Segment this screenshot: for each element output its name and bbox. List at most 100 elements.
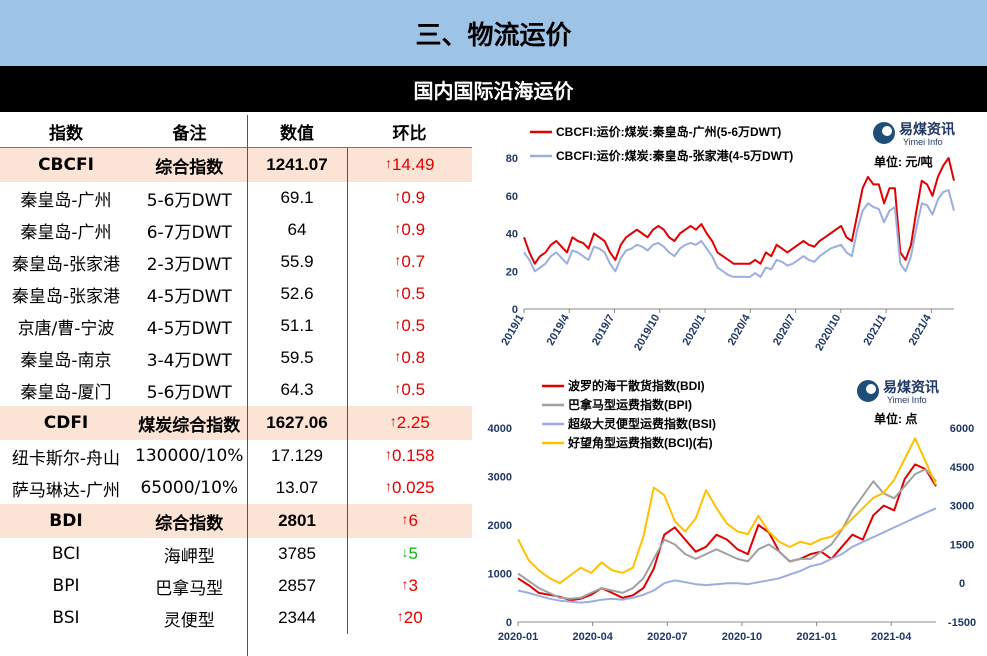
value-cell: 17.129 <box>246 440 347 472</box>
change-value: 0.5 <box>401 380 426 399</box>
change-value: 14.49 <box>391 155 435 174</box>
y-tick-label: 1000 <box>488 569 512 581</box>
x-tick-label: 2019/1 <box>499 313 526 348</box>
change-cell: ↑0.5 <box>346 278 472 310</box>
arrow-up-icon: ↑ <box>384 446 392 462</box>
logo-subtext: Yimei Info <box>903 137 943 147</box>
value-cell: 59.5 <box>246 342 347 374</box>
freight-table: 指数 备注 数值 环比 CBCFI 综合指数 1241.07 ↑14.49 秦皇岛-广州… <box>0 115 472 634</box>
y2-tick-label: 3000 <box>950 501 974 513</box>
table-row: 秦皇岛-广州 6-7万DWT 64 ↑0.9 <box>0 214 472 246</box>
value-cell: 1241.07 <box>246 147 347 182</box>
change-cell: ↑0.158 <box>346 440 472 472</box>
x-tick-label: 2020/10 <box>813 313 843 353</box>
legend-label: 波罗的海干散货指数(BDI) <box>568 378 705 393</box>
x-tick-label: 2020-10 <box>722 631 762 643</box>
index-name-cell: 秦皇岛-广州 <box>20 222 112 243</box>
y-tick-label: 0 <box>506 617 512 629</box>
legend-label: 超级大灵便型运费指数(BSI) <box>567 416 716 431</box>
y2-tick-label: 6000 <box>950 423 974 435</box>
note-cell: 综合指数 <box>132 147 247 182</box>
value-cell: 51.1 <box>246 310 347 342</box>
y-tick-label: 4000 <box>488 423 512 435</box>
series-line <box>517 507 937 604</box>
x-tick-label: 2019/7 <box>590 313 617 348</box>
y-tick-label: 3000 <box>488 472 512 484</box>
coastal-freight-chart: 0 20 40 60 80 2019/1 2019/4 2019/7 2019/10 2020/1… <box>499 121 955 353</box>
change-cell: ↑2.25 <box>346 406 472 440</box>
change-cell: ↑20 <box>346 602 472 634</box>
x-tick-label: 2020-04 <box>572 631 613 643</box>
change-cell: ↑0.7 <box>346 246 472 278</box>
value-cell: 13.07 <box>246 472 347 504</box>
legend-label: CBCFI:运价:煤炭:秦皇岛-张家港(4-5万DWT) <box>556 148 793 163</box>
column-header: 备注 <box>132 115 247 148</box>
logo-mark <box>866 384 876 394</box>
arrow-down-icon: ↓ <box>401 544 409 560</box>
table-header-row: 指数 备注 数值 环比 <box>0 115 472 148</box>
column-header: 数值 <box>247 115 347 148</box>
note-cell: 巴拿马型 <box>155 578 224 599</box>
table-body: CBCFI 综合指数 1241.07 ↑14.49 秦皇岛-广州 5-6万DWT 69.1 ↑… <box>0 147 472 634</box>
value-cell: 2801 <box>246 504 347 538</box>
change-cell: ↑14.49 <box>346 147 472 182</box>
change-value: 3 <box>408 576 418 595</box>
y-tick-label: 20 <box>506 266 518 278</box>
table-row: 秦皇岛-广州 5-6万DWT 69.1 ↑0.9 <box>0 182 472 214</box>
index-name-cell: 纽卡斯尔-舟山 <box>11 448 121 469</box>
index-name-cell: 京唐/曹-宁波 <box>17 318 115 339</box>
section-title: 国内国际沿海运价 <box>0 66 987 112</box>
series-line <box>517 463 937 602</box>
arrow-up-icon: ↑ <box>384 155 392 171</box>
note-cell: 灵便型 <box>163 610 215 631</box>
note-cell: 3-4万DWT <box>146 350 232 371</box>
arrow-up-icon: ↑ <box>389 413 397 429</box>
table-section-row: CBCFI 综合指数 1241.07 ↑14.49 <box>0 147 472 182</box>
arrow-up-icon: ↑ <box>394 220 402 236</box>
arrow-up-icon: ↑ <box>401 576 409 592</box>
x-tick-label: 2020/7 <box>771 313 798 348</box>
value-cell: 64.3 <box>246 374 347 406</box>
note-cell: 6-7万DWT <box>146 222 232 243</box>
change-cell: ↑3 <box>346 570 472 602</box>
change-cell: ↑6 <box>346 504 472 538</box>
arrow-up-icon: ↑ <box>394 252 402 268</box>
value-cell: 64 <box>246 214 347 246</box>
table-row: 秦皇岛-张家港 2-3万DWT 55.9 ↑0.7 <box>0 246 472 278</box>
change-value: 0.9 <box>401 188 426 207</box>
note-cell: 海岬型 <box>163 546 215 567</box>
table-divider <box>247 115 248 656</box>
arrow-up-icon: ↑ <box>394 188 402 204</box>
note-cell: 4-5万DWT <box>146 286 232 307</box>
change-cell: ↑0.025 <box>346 472 472 504</box>
index-name-cell: BSI <box>52 608 80 628</box>
index-name-cell: BDI <box>0 504 132 538</box>
logo-subtext: Yimei Info <box>887 395 927 405</box>
index-name-cell: 萨马琳达-广州 <box>11 480 121 501</box>
dry-bulk-index-chart: 0 1000 2000 3000 4000 -1500 0 1500 3000 4500 6000 2… <box>488 378 977 643</box>
change-value: 20 <box>403 608 423 627</box>
note-cell: 4-5万DWT <box>146 318 232 339</box>
x-tick-label: 2021/4 <box>907 312 935 348</box>
unit-label: 单位: 点 <box>874 411 917 426</box>
page-title-text: 三、物流运价 <box>415 19 572 50</box>
legend-label: CBCFI:运价:煤炭:秦皇岛-广州(5-6万DWT) <box>556 124 781 139</box>
y-tick-label: 80 <box>506 153 518 165</box>
y-tick-label: 2000 <box>488 520 512 532</box>
table-row: BCI 海岬型 3785 ↓5 <box>0 538 472 570</box>
table-row: BPI 巴拿马型 2857 ↑3 <box>0 570 472 602</box>
change-value: 0.8 <box>401 348 426 367</box>
change-value: 5 <box>408 544 418 563</box>
arrow-up-icon: ↑ <box>394 380 402 396</box>
unit-label: 单位: 元/吨 <box>874 154 933 169</box>
index-name-cell: 秦皇岛-张家港 <box>11 286 121 307</box>
change-cell: ↑0.9 <box>346 182 472 214</box>
change-value: 0.025 <box>391 478 435 497</box>
arrow-up-icon: ↑ <box>384 478 392 494</box>
y2-tick-label: 0 <box>959 578 965 590</box>
change-value: 6 <box>408 511 418 530</box>
table-row: 纽卡斯尔-舟山 130000/10% 17.129 ↑0.158 <box>0 440 472 472</box>
series-line <box>523 157 955 265</box>
y2-tick-label: 4500 <box>950 462 974 474</box>
index-name-cell: 秦皇岛-南京 <box>20 350 112 371</box>
